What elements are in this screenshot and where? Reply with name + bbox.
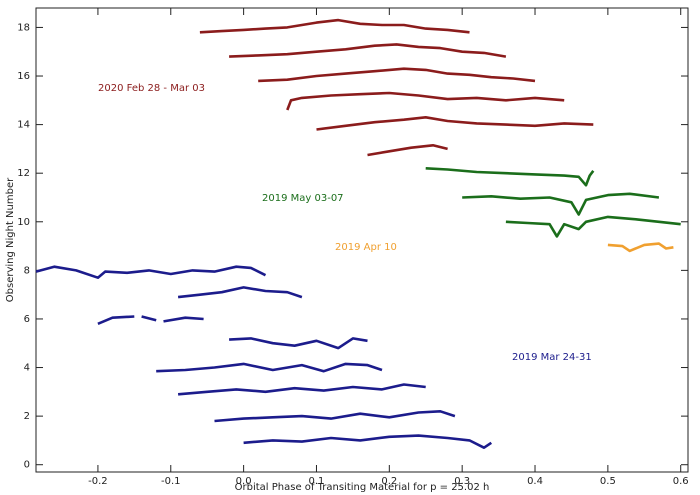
night-curve [367,144,448,157]
x-tick-label: -0.2 [88,476,108,487]
x-tick-label: -0.1 [161,476,181,487]
night-curve [316,116,594,131]
y-tick-label: 18 [17,22,30,33]
night-curve [229,43,507,58]
x-tick-label: 0.2 [381,476,397,487]
y-tick-label: 14 [17,120,30,131]
x-tick-label: 0.4 [527,476,543,487]
plot-frame [35,7,689,473]
night-curve [505,215,681,238]
x-tick-label: 0.3 [454,476,470,487]
series-label: 2019 Mar 24-31 [512,352,592,363]
y-tick-label: 10 [17,217,30,228]
x-tick-label: 0.6 [673,476,689,487]
night-curve [462,192,660,216]
night-curve [229,337,368,350]
y-axis-label: Observing Night Number [5,177,16,302]
night-curve [286,91,565,111]
night-curve [258,67,536,83]
x-tick-label: 0.0 [236,476,252,487]
y-tick-label: 6 [24,314,30,325]
y-tick-label: 0 [24,460,30,471]
night-curve [177,383,426,396]
x-tick-label: 0.1 [309,476,325,487]
series-label: 2019 May 03-07 [262,193,344,204]
y-tick-label: 4 [24,363,30,374]
x-tick-label: 0.5 [600,476,616,487]
night-curve [97,315,204,325]
night-curve [243,434,493,449]
y-tick-label: 8 [24,265,30,276]
x-axis-label: Orbital Phase of Transiting Material for… [235,482,490,493]
night-curve [199,18,470,34]
y-tick-label: 12 [17,168,30,179]
y-tick-label: 16 [17,71,30,82]
night-curve [156,362,383,373]
night-curve [607,242,674,253]
night-curve [177,286,303,299]
series-label: 2019 Apr 10 [335,242,397,253]
night-curve [35,265,267,279]
series-label: 2020 Feb 28 - Mar 03 [98,83,205,94]
night-curve [425,167,595,187]
night-curve [214,410,456,423]
y-tick-label: 2 [24,411,30,422]
